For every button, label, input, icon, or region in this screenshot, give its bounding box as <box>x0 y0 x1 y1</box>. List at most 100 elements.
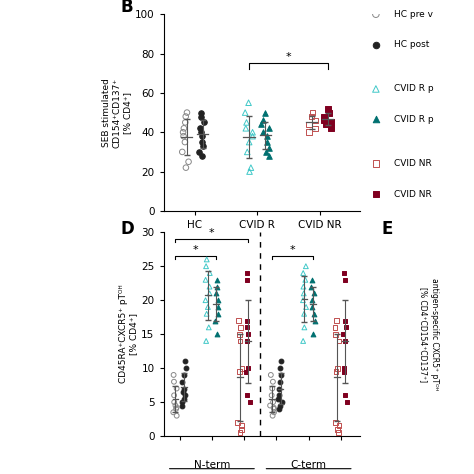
Point <box>270 405 278 413</box>
Point <box>299 296 307 304</box>
Point <box>170 409 177 416</box>
Point <box>327 118 334 126</box>
Point <box>265 144 273 152</box>
Point <box>332 419 339 426</box>
Point <box>195 148 202 155</box>
Point <box>308 303 316 311</box>
Point <box>300 283 307 291</box>
Point <box>170 392 178 399</box>
Point <box>343 398 351 406</box>
Point <box>244 337 251 345</box>
Point <box>202 263 210 270</box>
Point <box>172 402 179 410</box>
Point <box>263 132 271 140</box>
Point <box>244 324 251 331</box>
Point <box>300 337 307 345</box>
Point <box>235 317 243 324</box>
Text: CVID R p: CVID R p <box>394 115 434 124</box>
Point <box>245 330 252 338</box>
Point <box>179 148 186 155</box>
Point <box>205 324 212 331</box>
Point <box>268 385 276 392</box>
Text: CVID R p: CVID R p <box>394 84 434 93</box>
Point <box>243 392 251 399</box>
Point <box>238 422 246 429</box>
Point <box>269 398 277 406</box>
Point <box>308 113 315 120</box>
Point <box>328 125 335 132</box>
Point <box>311 317 319 324</box>
Point <box>243 368 250 375</box>
Point <box>259 117 267 124</box>
Point <box>173 385 181 392</box>
Point <box>274 395 282 402</box>
Point <box>171 398 178 406</box>
Point <box>245 99 252 107</box>
Point <box>332 317 340 324</box>
Point <box>266 125 273 132</box>
Point <box>183 109 191 117</box>
Point <box>197 109 205 117</box>
Point <box>241 109 249 117</box>
Text: D: D <box>120 220 134 238</box>
Point <box>275 392 283 399</box>
Point <box>320 113 328 120</box>
Point <box>206 290 213 297</box>
Point <box>235 368 243 375</box>
Point <box>335 337 343 345</box>
Point <box>234 419 242 426</box>
Point <box>249 132 256 140</box>
Point <box>310 290 318 297</box>
Point <box>309 276 316 283</box>
Text: CVID NR: CVID NR <box>394 190 432 199</box>
Point <box>275 405 283 413</box>
Point <box>302 263 310 270</box>
Point <box>236 330 243 338</box>
Point <box>341 337 348 345</box>
Point <box>246 398 254 406</box>
Point <box>308 283 315 291</box>
Text: antigen-specific CXCR5⁺ pTᴼᴴ
[% CD4⁺CD154⁺CD137⁺]: antigen-specific CXCR5⁺ pTᴼᴴ [% CD4⁺CD15… <box>419 278 438 391</box>
Point <box>270 404 277 411</box>
Point <box>300 290 308 297</box>
Point <box>182 357 189 365</box>
Point <box>214 303 222 311</box>
Point <box>202 337 210 345</box>
Point <box>261 109 269 117</box>
Point <box>180 385 188 392</box>
Point <box>238 365 246 372</box>
Point <box>276 402 283 410</box>
Point <box>211 317 219 324</box>
Point <box>214 276 221 283</box>
Point <box>247 164 255 172</box>
Point <box>200 118 208 126</box>
Point <box>341 317 348 324</box>
Point <box>172 405 180 413</box>
Point <box>243 118 250 126</box>
Point <box>249 128 256 136</box>
Point <box>259 128 267 136</box>
Point <box>302 303 310 311</box>
Point <box>237 426 245 433</box>
Point <box>320 117 328 124</box>
Point <box>178 378 185 385</box>
Point <box>257 120 265 128</box>
Point <box>202 276 210 283</box>
Point <box>267 371 274 379</box>
Point <box>305 128 313 136</box>
Point <box>179 128 187 136</box>
Point <box>202 296 210 304</box>
Point <box>300 269 307 277</box>
Point <box>236 337 244 345</box>
Point <box>212 290 219 297</box>
Point <box>246 138 253 146</box>
Point <box>277 357 285 365</box>
Point <box>331 324 339 331</box>
Point <box>266 402 274 410</box>
Point <box>237 324 244 331</box>
Point <box>197 125 204 132</box>
Point <box>244 365 252 372</box>
Y-axis label: SEB stimulated
CD154⁺CD137⁺
[% CD4⁺]: SEB stimulated CD154⁺CD137⁺ [% CD4⁺] <box>102 78 132 147</box>
Text: C-term: C-term <box>291 460 327 470</box>
Point <box>198 128 205 136</box>
